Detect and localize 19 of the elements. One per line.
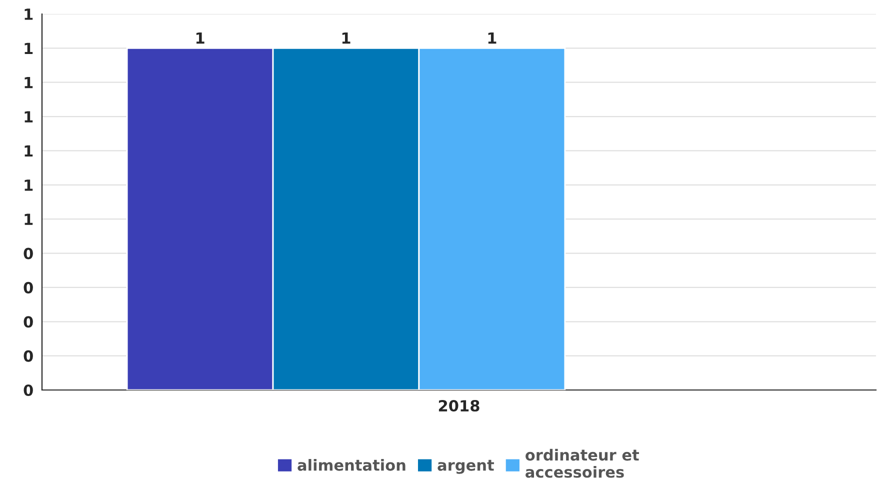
legend-label: alimentation: [298, 459, 406, 471]
x-tick-label: 2018: [438, 400, 480, 412]
y-tick-label: 0: [24, 282, 33, 294]
y-tick-label: 1: [24, 145, 33, 157]
y-tick-label: 1: [24, 42, 33, 54]
legend-label: argent: [438, 460, 494, 474]
y-tick-label: 1: [24, 8, 33, 20]
data-label: 1: [196, 32, 204, 44]
data-label: 1: [488, 32, 496, 44]
y-tick-label: 0: [24, 316, 33, 328]
y-tick-label: 1: [24, 111, 33, 122]
y-tick-label: 0: [24, 248, 33, 260]
legend-label: ordinateur et accessoires: [526, 448, 639, 478]
y-tick-label: 1: [24, 180, 33, 191]
data-label: 1: [342, 32, 350, 44]
y-tick-label: 0: [24, 384, 33, 396]
y-tick-label: 1: [24, 214, 33, 225]
y-tick-label: 0: [24, 350, 33, 362]
y-tick-label: 1: [24, 77, 33, 88]
